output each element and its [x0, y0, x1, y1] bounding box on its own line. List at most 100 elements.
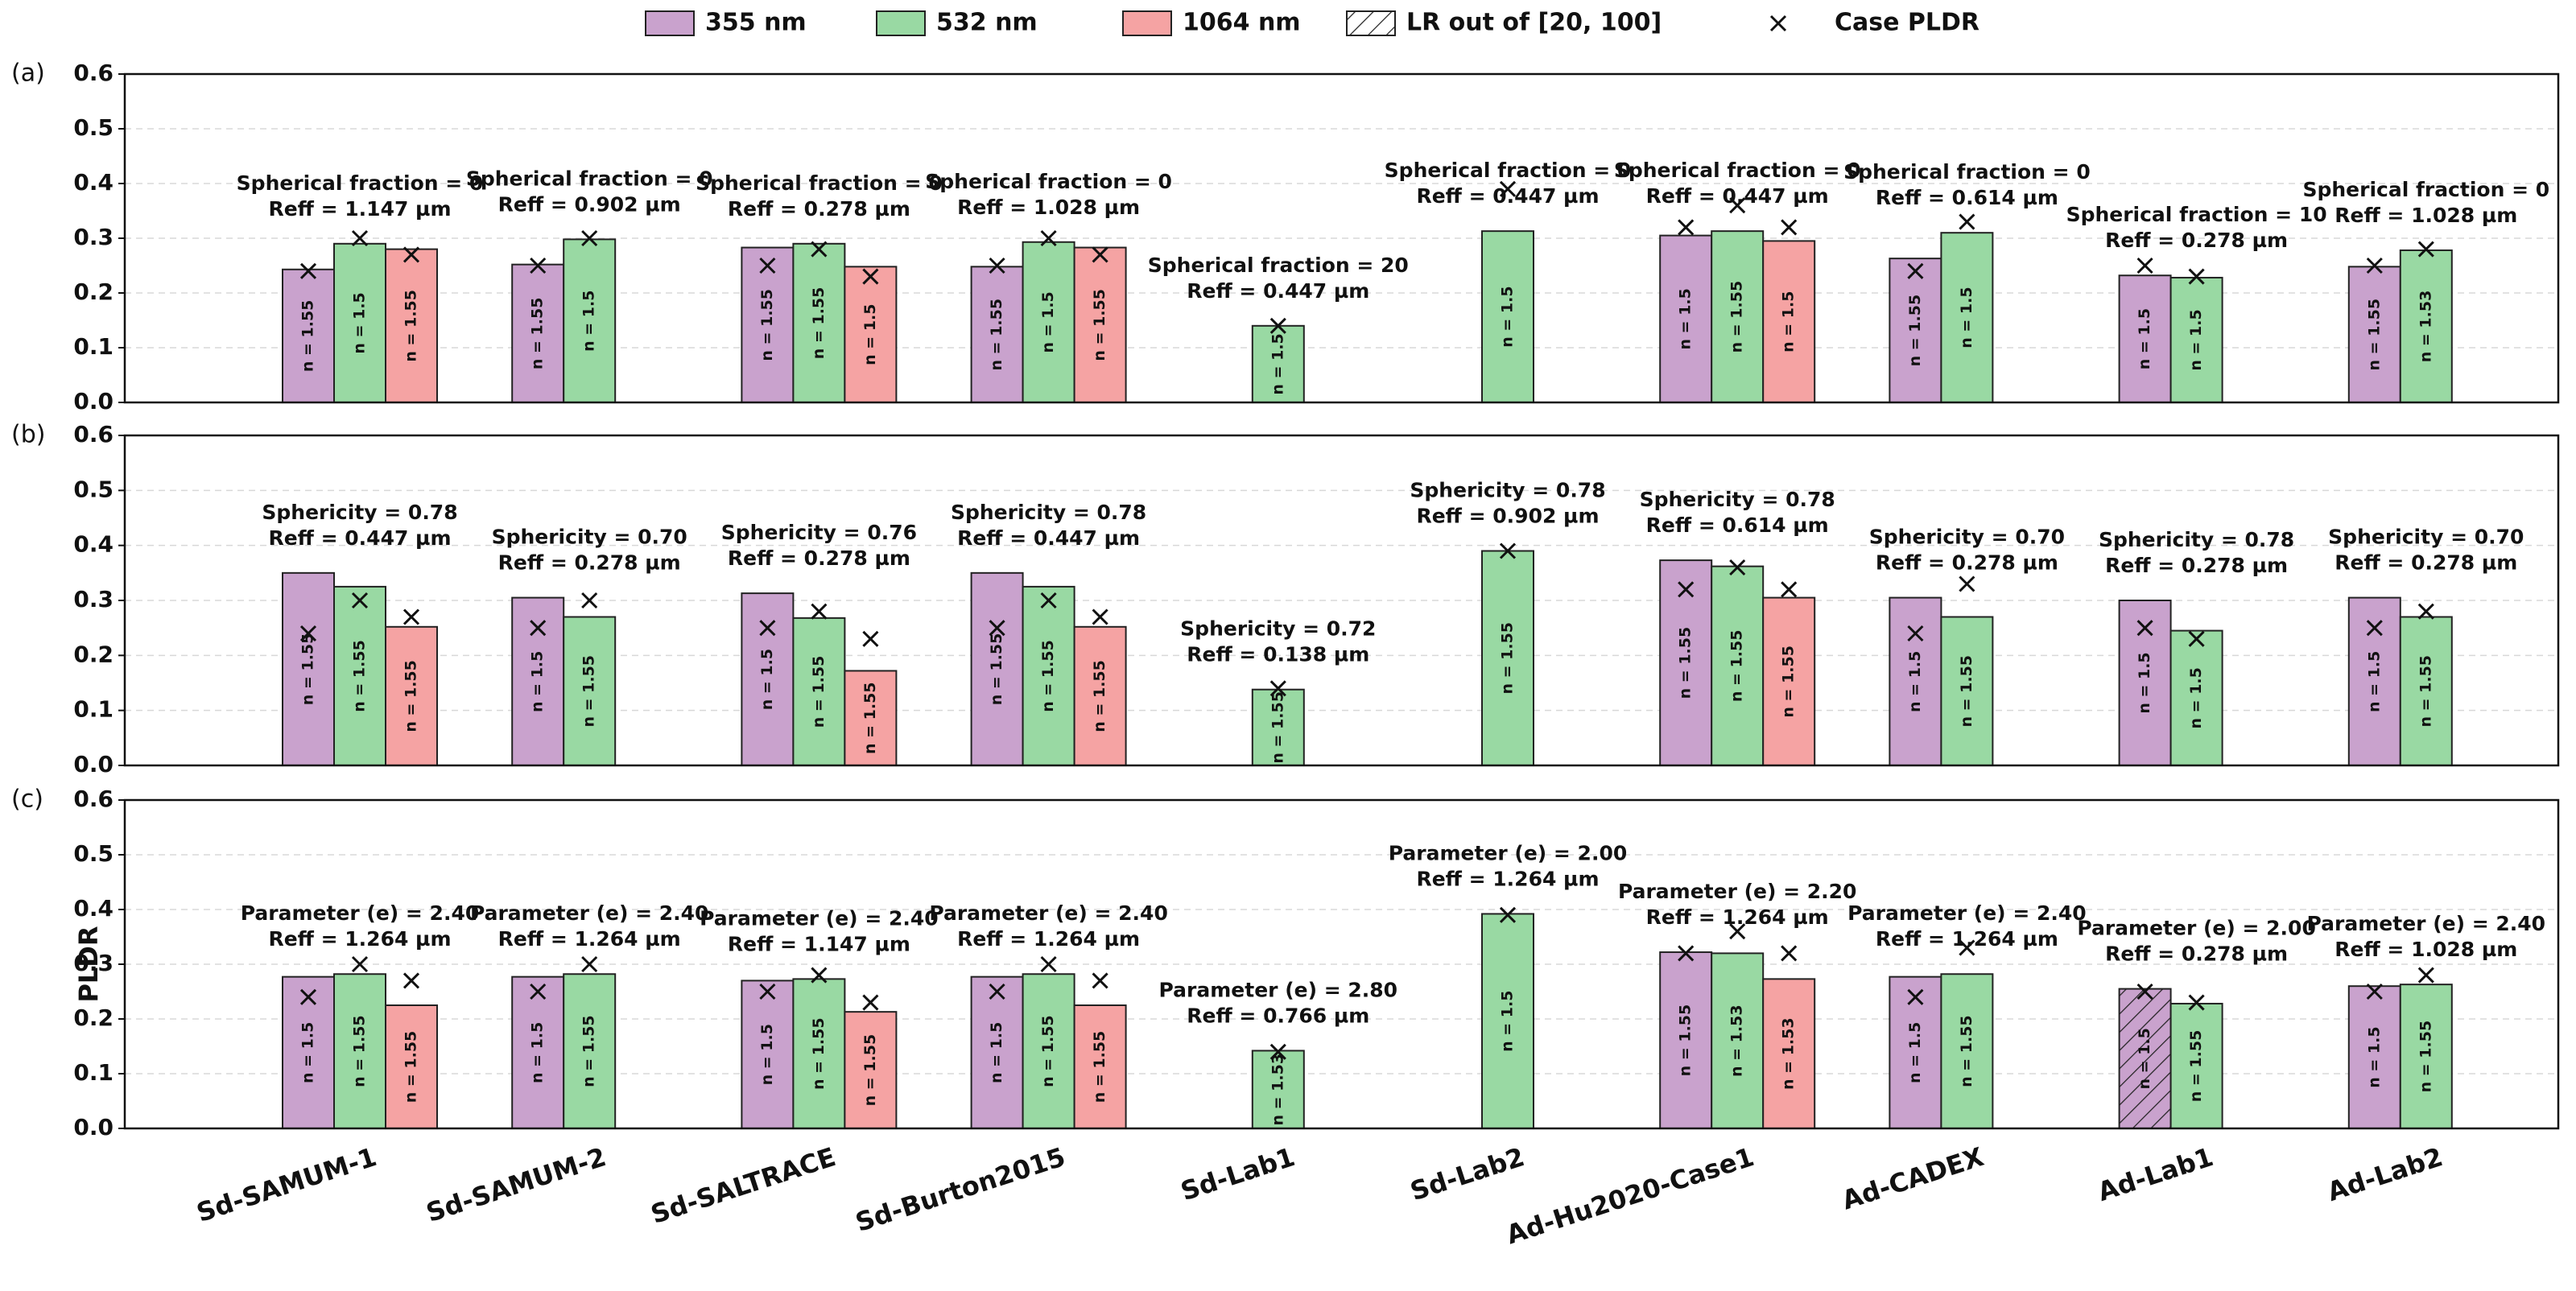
legend-label: LR out of [20, 100] [1406, 9, 1662, 37]
bar-label: n = 1.5 [758, 1024, 776, 1085]
bar [1762, 240, 1816, 403]
y-tick-label: 0.6 [73, 421, 114, 448]
annotation: Reff = 1.147 µm [268, 197, 451, 221]
bar-label: n = 1.5 [2136, 308, 2153, 369]
case-marker [299, 625, 317, 642]
case-marker [2188, 268, 2205, 285]
axes-frame [123, 798, 2560, 1130]
annotation: Sphericity = 0.78 [1410, 479, 1605, 502]
panel-label: (c) [11, 786, 43, 814]
annotation: Sphericity = 0.76 [721, 521, 917, 544]
case-marker [1499, 906, 1517, 923]
annotation: Spherical fraction = 10 [2066, 203, 2327, 226]
x-tick-label: Sd-Lab1 [1177, 1141, 1298, 1206]
case-marker [989, 983, 1005, 1000]
y-tick-label: 0.3 [73, 586, 114, 613]
case-marker [1678, 581, 1695, 598]
bar-label: n = 1.55 [351, 640, 369, 712]
case-marker [1092, 972, 1108, 989]
bar [333, 242, 386, 403]
case-marker [1269, 317, 1286, 334]
bar [844, 1011, 898, 1130]
annotation: Reff = 0.447 µm [1416, 184, 1599, 208]
bar [2118, 274, 2172, 403]
y-tick-label: 0.1 [73, 333, 114, 360]
bar-label: n = 1.5 [1269, 333, 1286, 394]
case-marker [2366, 983, 2383, 1000]
case-marker [1907, 625, 1924, 642]
annotation: Reff = 0.278 µm [2105, 229, 2288, 252]
bar-label: n = 1.55 [1091, 289, 1108, 361]
bar-label: n = 1.55 [758, 289, 776, 361]
bar [1762, 978, 1816, 1129]
bar [563, 238, 617, 403]
annotation: Reff = 0.902 µm [498, 192, 681, 216]
y-axis-label: PLDR [73, 926, 104, 1002]
bar [1711, 230, 1765, 403]
case-marker [1781, 945, 1798, 962]
case-marker [2136, 257, 2153, 274]
annotation: Reff = 0.278 µm [2105, 554, 2288, 577]
case-marker [989, 620, 1005, 637]
bar-label: n = 1.5 [2136, 652, 2153, 713]
bar-label: n = 1.55 [1091, 660, 1108, 732]
bar-label: n = 1.5 [2136, 1028, 2153, 1089]
legend-label: 1064 nm [1183, 9, 1301, 37]
bar [1940, 232, 1994, 404]
annotation: Spherical fraction = 0 [466, 167, 713, 190]
x-tick-label: Ad-Lab1 [2094, 1141, 2217, 1207]
annotation: Spherical fraction = 0 [925, 170, 1172, 193]
bar-label: n = 1.55 [2187, 1030, 2205, 1103]
case-marker [530, 257, 547, 274]
axes-frame [123, 434, 2560, 767]
annotation: Parameter (e) = 2.00 [2077, 917, 2316, 940]
x-tick-label: Ad-Lab2 [2323, 1141, 2446, 1207]
bar [2169, 1002, 2223, 1129]
bar [1251, 1050, 1305, 1129]
bar-label: n = 1.5 [351, 292, 369, 353]
case-marker [2417, 967, 2434, 984]
case-marker [759, 257, 776, 274]
case-marker [1269, 680, 1286, 697]
annotation: Sphericity = 0.78 [262, 501, 457, 524]
case-marker [1781, 581, 1798, 598]
panel-label: (b) [11, 421, 45, 449]
bar-label: n = 1.53 [1269, 1054, 1286, 1126]
bar-label: n = 1.53 [2417, 291, 2434, 363]
case-marker [2188, 994, 2205, 1011]
case-marker [299, 988, 317, 1005]
bar-label: n = 1.55 [988, 633, 1005, 706]
bar-label: n = 1.55 [1906, 295, 1924, 367]
case-marker [862, 994, 879, 1011]
y-tick-label: 0.0 [73, 1114, 114, 1140]
bar-label: n = 1.55 [1091, 1031, 1108, 1103]
bar-label: n = 1.55 [580, 655, 598, 728]
bar-label: n = 1.5 [1039, 291, 1057, 353]
bar-label: n = 1.5 [861, 304, 879, 365]
annotation: Spherical fraction = 0 [696, 171, 943, 195]
case-marker [1092, 608, 1108, 625]
bar [2347, 985, 2401, 1129]
annotation: Sphericity = 0.70 [1869, 526, 2065, 549]
annotation: Parameter (e) = 2.40 [929, 901, 1168, 925]
y-tick-label: 0.4 [73, 169, 114, 196]
annotation: Spherical fraction = 0 [237, 171, 484, 195]
case-marker [402, 246, 420, 263]
case-marker [2366, 620, 2383, 637]
y-tick-label: 0.4 [73, 895, 114, 922]
case-marker [2417, 241, 2434, 258]
panel-label: (a) [11, 60, 45, 88]
bar [844, 266, 898, 403]
bar-label: n = 1.5 [1499, 286, 1517, 347]
case-marker [1499, 180, 1517, 197]
annotation: Reff = 1.264 µm [268, 927, 451, 951]
bar-label: n = 1.55 [1677, 627, 1695, 699]
bar-label: n = 1.55 [1728, 281, 1746, 353]
bar-label: n = 1.55 [299, 633, 317, 706]
y-tick-label: 0.2 [73, 1004, 114, 1031]
y-tick-label: 0.5 [73, 476, 114, 502]
case-marker [811, 967, 828, 984]
bar [282, 975, 335, 1130]
annotation: Reff = 1.264 µm [1876, 927, 2058, 951]
